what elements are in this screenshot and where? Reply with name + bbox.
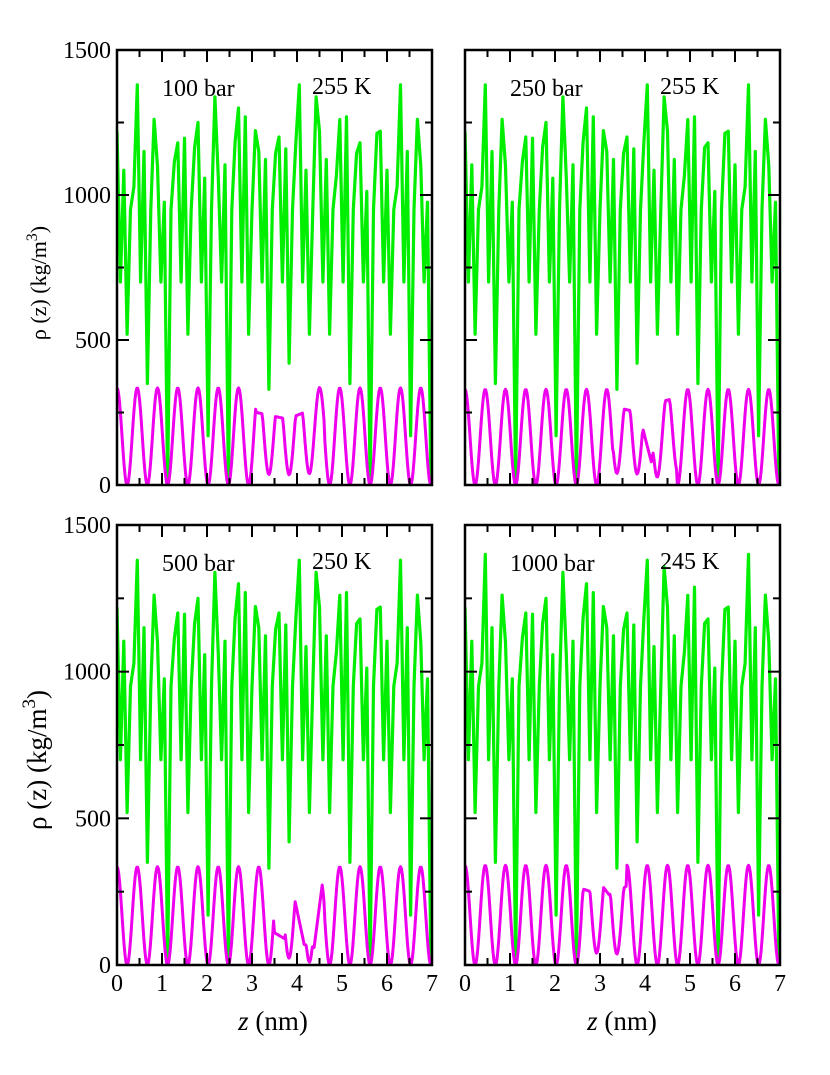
x-tick-label: 7 <box>426 971 438 997</box>
y-tick-label: 0 <box>99 473 111 499</box>
y-tick-label: 500 <box>75 328 111 354</box>
pressure-label: 1000 bar <box>510 551 595 577</box>
y-tick-label: 0 <box>99 953 111 979</box>
ylabel-top: ρ (z) (kg/m3) <box>24 226 51 340</box>
x-tick-label: 6 <box>729 971 741 997</box>
x-tick-label: 2 <box>201 971 213 997</box>
xlabel-right: z (nm) <box>586 1006 657 1036</box>
x-tick-label: 2 <box>549 971 561 997</box>
series-magenta-line <box>465 863 780 965</box>
panel-2: 250 bar 255 K <box>463 48 782 487</box>
series-green-line <box>465 552 780 965</box>
pressure-label: 250 bar <box>510 76 583 102</box>
y-tick-label: 1500 <box>63 513 111 539</box>
x-tick-label: 7 <box>774 971 786 997</box>
temperature-label: 255 K <box>660 74 720 100</box>
series-magenta-line <box>117 386 432 485</box>
x-tick-label: 0 <box>111 971 123 997</box>
x-tick-label: 0 <box>459 971 471 997</box>
panel-3: 0 500 1000 1500 0 1 2 3 4 5 6 7 500 bar 250 K <box>63 513 438 997</box>
series-green-line <box>465 83 780 485</box>
x-tick-label: 3 <box>246 971 258 997</box>
series-green-line <box>117 83 432 485</box>
y-tick-label: 1500 <box>63 38 111 64</box>
y-tick-label: 1000 <box>63 660 111 686</box>
xlabel-left: z (nm) <box>237 1006 308 1036</box>
x-tick-label: 1 <box>156 971 168 997</box>
y-tick-label: 1000 <box>63 183 111 209</box>
panel-4: 0 1 2 3 4 5 6 7 1000 bar 245 K <box>459 523 786 997</box>
series-magenta-line <box>465 387 780 485</box>
x-tick-label: 4 <box>639 971 651 997</box>
y-tick-label: 500 <box>75 806 111 832</box>
temperature-label: 255 K <box>312 74 372 100</box>
temperature-label: 245 K <box>660 549 720 575</box>
panel-1: 0 500 1000 1500 100 bar 255 K <box>63 38 434 499</box>
series-magenta-line <box>117 865 432 965</box>
x-tick-label: 5 <box>336 971 348 997</box>
x-tick-label: 5 <box>684 971 696 997</box>
pressure-label: 100 bar <box>162 76 235 102</box>
ylabel-bottom: ρ (z) (kg/m3) <box>19 690 52 830</box>
x-tick-label: 6 <box>381 971 393 997</box>
x-tick-label: 3 <box>594 971 606 997</box>
temperature-label: 250 K <box>312 549 372 575</box>
x-tick-label: 4 <box>291 971 303 997</box>
series-green-line <box>117 558 432 965</box>
x-tick-label: 1 <box>504 971 516 997</box>
pressure-label: 500 bar <box>162 551 235 577</box>
